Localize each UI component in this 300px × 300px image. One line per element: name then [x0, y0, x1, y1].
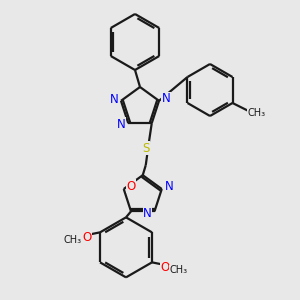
Text: CH₃: CH₃	[248, 108, 266, 118]
Text: O: O	[160, 261, 169, 274]
Text: S: S	[142, 142, 149, 155]
Text: CH₃: CH₃	[170, 266, 188, 275]
Text: N: N	[143, 207, 152, 220]
Text: N: N	[117, 118, 126, 131]
Text: N: N	[110, 93, 118, 106]
Text: CH₃: CH₃	[64, 236, 82, 245]
Text: N: N	[164, 179, 173, 193]
Text: O: O	[126, 179, 135, 193]
Text: N: N	[162, 92, 170, 105]
Text: O: O	[82, 231, 91, 244]
